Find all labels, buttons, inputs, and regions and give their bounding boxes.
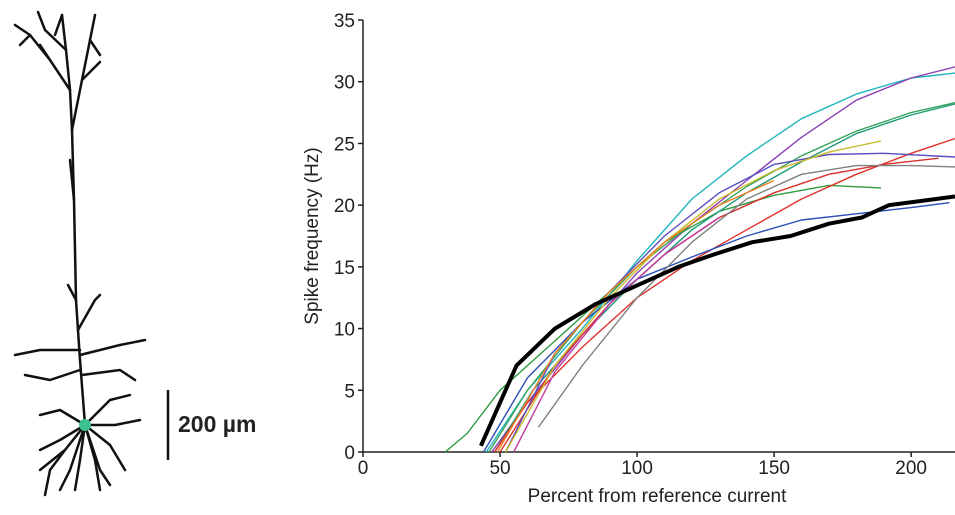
series-line (495, 139, 955, 453)
scale-bar-label: 200 µm (178, 411, 256, 437)
plot: 0 5 10 15 20 25 30 35 0 50 100 150 200 Percent from r… (302, 11, 955, 507)
x-tick-label: 100 (621, 458, 653, 479)
y-tick-label: 0 (344, 443, 355, 464)
series-line (506, 141, 882, 452)
x-tick-label: 0 (358, 458, 369, 479)
y-tick-label: 10 (334, 320, 355, 341)
x-axis-label: Percent from reference current (528, 486, 787, 507)
y-tick-label: 15 (334, 258, 355, 279)
series-line (495, 104, 955, 452)
y-tick-label: 25 (334, 134, 355, 155)
series-line (445, 185, 881, 452)
y-tick-label: 5 (344, 381, 355, 402)
x-tick-label: 150 (758, 458, 790, 479)
series-line (497, 181, 774, 453)
series-line (489, 103, 955, 452)
y-axis-label: Spike frequency (Hz) (302, 147, 323, 324)
y-tick-label: 20 (334, 196, 355, 217)
x-tick-label: 200 (895, 458, 927, 479)
soma (79, 419, 91, 431)
x-tick-label: 50 (489, 458, 510, 479)
y-tick-label: 30 (334, 73, 355, 94)
y-tick-label: 35 (334, 11, 355, 32)
series-line (486, 73, 955, 452)
series-line (514, 218, 720, 453)
